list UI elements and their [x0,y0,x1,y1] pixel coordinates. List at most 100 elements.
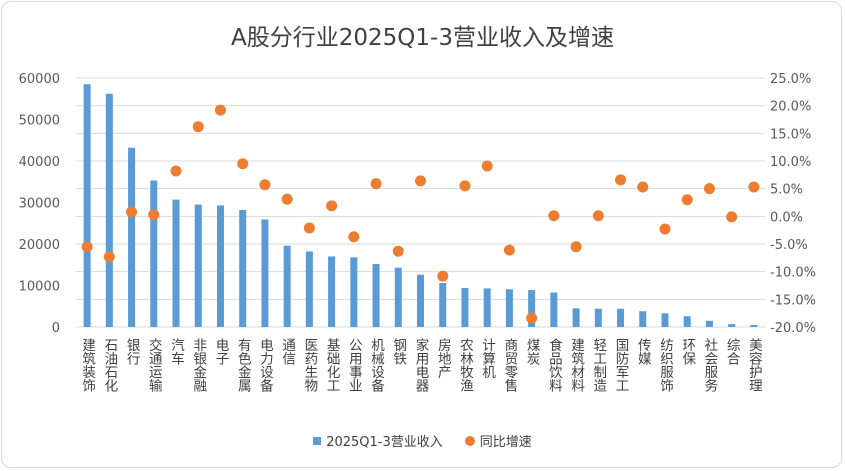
bar [728,324,736,327]
bar [461,287,469,327]
growth-dot [681,194,693,206]
bar [305,251,313,327]
growth-dot [459,180,471,192]
growth-dot [192,121,204,133]
right-tick-label: 10.0% [770,155,811,170]
left-tick-label: 30000 [19,197,60,212]
growth-dot [526,312,538,324]
growth-dot [348,231,360,243]
category-label: 轻工制造 [590,338,607,392]
right-tick-label: -5.0% [770,238,808,253]
growth-dot [703,183,715,195]
growth-dot [81,241,93,253]
bar [216,205,224,327]
growth-dot [726,211,738,223]
bar [439,283,447,327]
bar [128,147,136,327]
bar [572,308,580,327]
category-label: 基础化工 [323,338,340,392]
category-label: 国防军工 [612,338,629,392]
category-label: 电力设备 [256,338,273,392]
bar [483,288,491,327]
left-tick-label: 40000 [19,155,60,170]
growth-dot [415,175,426,187]
legend-label: 同比增速 [479,435,532,450]
category-label: 公用事业 [345,338,362,392]
bar [328,256,336,327]
category-label: 银行 [123,338,140,365]
category-label: 商贸零售 [501,338,518,392]
growth-dot [148,209,160,221]
growth-dot [615,174,627,186]
left-tick-label: 20000 [19,238,60,253]
right-tick-label: 20.0% [770,100,811,115]
category-label: 环保 [679,338,696,365]
bar [639,311,647,327]
category-label: 医药生物 [301,338,318,392]
growth-dot [637,181,649,193]
bar [194,204,202,327]
left-tick-label: 0 [52,321,60,336]
legend-bar-swatch [313,436,322,445]
bar [83,84,91,327]
bar [261,219,269,327]
category-label: 煤炭 [523,338,540,365]
growth-dot [237,158,249,170]
right-tick-label: 25.0% [770,72,811,87]
category-label: 纺织服饰 [656,338,673,392]
legend-item-revenue: 2025Q1-3营业收入 [313,431,443,450]
bar [705,320,713,327]
category-label: 美容护理 [745,338,762,392]
growth-dot [503,244,515,256]
category-label: 农林牧渔 [456,338,473,392]
growth-dot [570,241,582,253]
growth-dot [281,193,293,205]
bar [683,316,691,327]
category-label: 综合 [723,338,740,365]
right-tick-label: -20.0% [770,321,816,336]
category-label: 通信 [279,338,296,365]
right-tick-label: 15.0% [770,127,811,142]
bar [750,324,758,327]
bar [350,257,358,327]
bar [172,199,180,327]
legend: 2025Q1-3营业收入 同比增速 [0,431,845,450]
category-label: 计算机 [479,338,496,379]
category-label: 非银金融 [190,338,207,392]
bar [528,290,536,327]
chart-title: A股分行业2025Q1-3营业收入及增速 [231,25,614,51]
left-tick-label: 10000 [19,280,60,295]
growth-dot [170,165,182,177]
legend-dot-swatch [464,435,475,446]
growth-dot [392,245,404,257]
bar [417,274,424,327]
bar [505,289,513,327]
legend-label: 2025Q1-3营业收入 [326,435,443,450]
bar [594,308,602,327]
growth-dot [259,179,271,191]
bar [105,93,113,328]
left-tick-label: 60000 [19,72,60,87]
category-label: 房地产 [434,338,451,379]
category-label: 机械设备 [368,338,385,392]
category-label: 传媒 [634,338,651,365]
growth-dot [326,200,338,212]
bar [239,209,247,327]
bar [283,245,291,327]
right-tick-label: -10.0% [770,266,816,281]
category-label: 钢铁 [390,338,407,365]
growth-dot [592,210,604,222]
left-tick-label: 50000 [19,114,60,129]
category-label: 家用电器 [412,338,429,392]
category-label: 石油石化 [101,338,118,392]
growth-dot [214,104,226,116]
legend-item-growth: 同比增速 [464,431,532,450]
growth-dot [659,223,671,235]
growth-dot [103,251,115,263]
right-tick-label: 5.0% [770,183,803,198]
category-label: 建筑装饰 [79,338,96,392]
growth-dot [303,222,315,234]
category-label: 社会服务 [701,338,718,392]
